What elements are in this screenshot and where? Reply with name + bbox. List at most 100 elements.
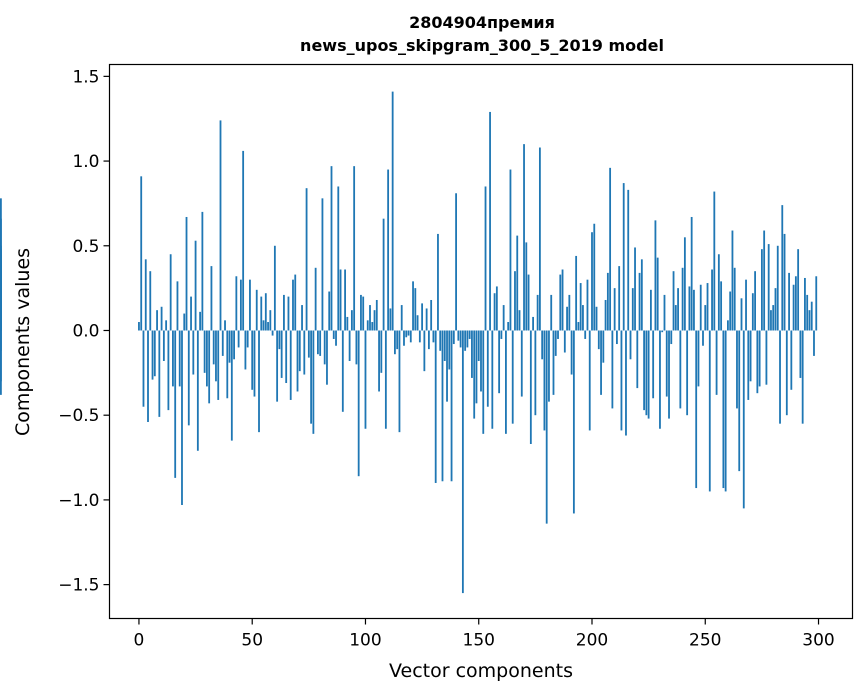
- bar: [364, 330, 367, 429]
- bar: [582, 305, 584, 331]
- bar: [597, 330, 600, 350]
- y-axis-label: Components values: [12, 248, 34, 436]
- y-tick-label: −1.0: [58, 491, 99, 511]
- bar: [321, 198, 324, 331]
- bar: [448, 330, 451, 370]
- bar: [176, 281, 179, 331]
- bar: [373, 310, 376, 331]
- bar: [688, 286, 691, 331]
- bar: [375, 299, 378, 331]
- bar: [253, 330, 256, 397]
- bar: [697, 330, 700, 387]
- bar: [409, 330, 412, 343]
- y-axis-ticks: −1.5 −1.0 −0.5 0.0 0.5 1.0 1.5: [58, 67, 110, 596]
- bar: [156, 310, 158, 331]
- bar: [516, 235, 519, 331]
- bar: [335, 330, 337, 346]
- bar: [389, 308, 392, 331]
- bar: [326, 330, 328, 385]
- bar: [815, 276, 818, 331]
- bar: [280, 330, 283, 378]
- x-tick-label: 0: [134, 631, 145, 651]
- bar: [219, 120, 222, 331]
- bar: [523, 144, 525, 331]
- bar: [652, 330, 655, 399]
- bar: [423, 330, 426, 372]
- bar: [649, 289, 652, 331]
- bar: [659, 330, 661, 429]
- bar: [153, 330, 156, 377]
- bar: [636, 330, 639, 389]
- bar: [606, 272, 609, 331]
- bar: [203, 330, 206, 373]
- bar: [362, 296, 365, 331]
- bar: [432, 330, 435, 343]
- bar: [505, 330, 507, 434]
- bar: [301, 305, 303, 331]
- bar: [190, 296, 192, 331]
- bar: [255, 289, 258, 331]
- bar: [554, 330, 557, 356]
- bar: [711, 269, 713, 331]
- bar: [480, 330, 482, 392]
- bar: [557, 330, 559, 339]
- bar: [239, 279, 242, 331]
- bar: [396, 330, 399, 350]
- bar: [303, 330, 306, 375]
- bar: [482, 330, 485, 434]
- bar: [754, 271, 756, 331]
- bar: [804, 277, 806, 331]
- bar: [466, 330, 469, 348]
- bar: [529, 330, 532, 444]
- bar: [785, 330, 788, 416]
- bar: [378, 330, 380, 392]
- bar: [586, 279, 589, 331]
- bar: [781, 205, 784, 331]
- bar: [337, 186, 340, 331]
- bar: [808, 310, 811, 331]
- bar: [346, 316, 349, 331]
- bar: [341, 330, 344, 412]
- bar: [674, 305, 677, 331]
- bar: [484, 186, 487, 331]
- bar: [285, 330, 288, 384]
- bar: [0, 330, 2, 395]
- bar: [475, 330, 478, 404]
- bar: [323, 330, 326, 365]
- y-tick-label: 1.5: [72, 67, 99, 87]
- x-axis-label: Vector components: [389, 660, 573, 682]
- bar: [403, 330, 405, 346]
- bar: [572, 330, 575, 514]
- bar: [443, 330, 446, 361]
- bar: [668, 330, 670, 419]
- bar: [495, 286, 498, 331]
- bar: [183, 313, 186, 331]
- bar: [147, 330, 149, 422]
- bar: [611, 330, 614, 409]
- bar: [593, 223, 596, 331]
- bar: [289, 330, 292, 400]
- bar: [740, 298, 743, 331]
- y-tick-label: 0.5: [72, 237, 99, 257]
- bar: [541, 330, 544, 360]
- bar: [269, 310, 272, 331]
- bar: [233, 330, 235, 360]
- bar: [260, 296, 263, 331]
- y-tick-label: −1.5: [58, 576, 99, 596]
- bar: [532, 316, 534, 331]
- bar: [788, 272, 790, 331]
- bar: [738, 330, 741, 472]
- bar: [727, 320, 729, 331]
- bar: [584, 330, 587, 339]
- bar: [387, 169, 390, 331]
- bar: [312, 330, 315, 434]
- bar: [369, 305, 371, 331]
- bar: [695, 330, 698, 489]
- bar: [206, 330, 208, 387]
- bar: [412, 281, 414, 331]
- y-tick-label: −0.5: [58, 406, 99, 426]
- bar: [450, 330, 453, 482]
- bar: [138, 322, 140, 331]
